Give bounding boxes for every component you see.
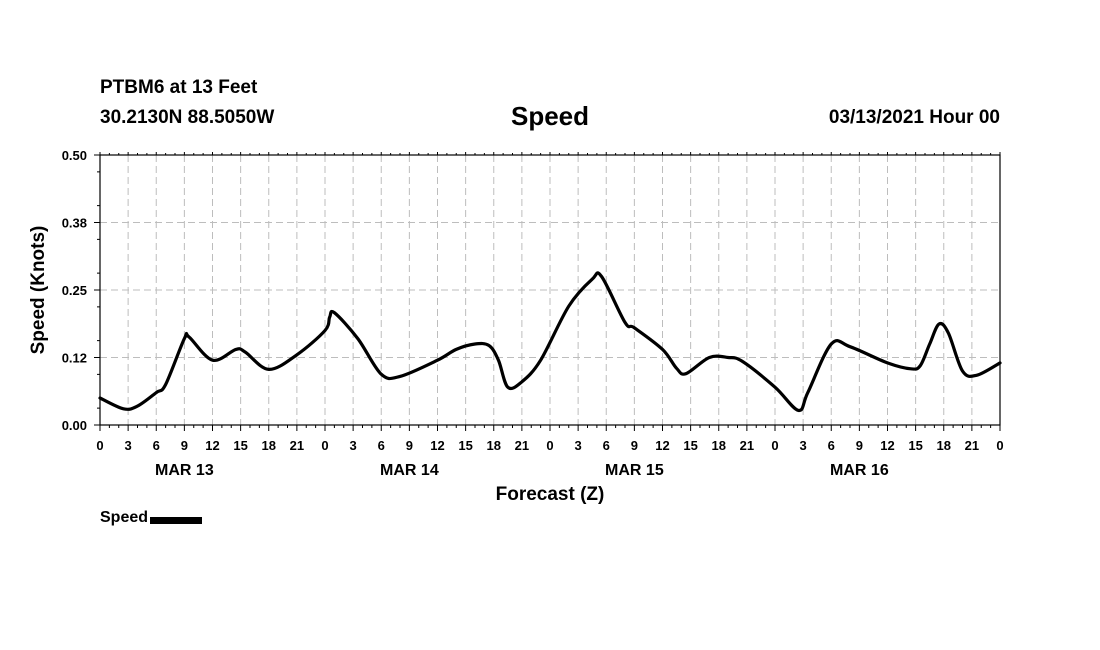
x-tick-label: 3 — [800, 438, 807, 453]
chart-axes — [94, 152, 1001, 431]
x-tick-label: 15 — [458, 438, 472, 453]
x-tick-label: 6 — [603, 438, 610, 453]
x-tick-label: 18 — [262, 438, 276, 453]
day-label: MAR 14 — [380, 462, 439, 479]
x-tick-label: 12 — [430, 438, 444, 453]
station-coordinates: 30.2130N 88.5050W — [100, 107, 275, 128]
x-axis-label: Forecast (Z) — [496, 484, 605, 505]
legend: Speed — [100, 509, 203, 527]
x-tick-label: 18 — [487, 438, 501, 453]
x-tick-label: 21 — [290, 438, 304, 453]
x-tick-label: 9 — [631, 438, 638, 453]
plot-frame — [99, 154, 1001, 426]
x-tick-label: 12 — [880, 438, 894, 453]
y-tick-label: 0.25 — [62, 283, 87, 298]
x-tick-label: 12 — [205, 438, 219, 453]
chart-title: Speed — [510, 101, 590, 131]
station-label: PTBM6 at 13 Feet — [100, 77, 258, 98]
x-tick-label: 3 — [125, 438, 132, 453]
x-tick-label: 9 — [856, 438, 863, 453]
x-tick-label: 9 — [406, 438, 413, 453]
speed-series-line — [98, 271, 1002, 413]
x-tick-label: 6 — [828, 438, 835, 453]
x-tick-label: 21 — [740, 438, 754, 453]
x-tick-label: 0 — [321, 438, 328, 453]
chart-grid — [100, 155, 1000, 425]
x-tick-label: 12 — [655, 438, 669, 453]
x-tick-label: 18 — [937, 438, 951, 453]
x-tick-label: 15 — [908, 438, 922, 453]
chart-series — [98, 271, 1002, 413]
day-label: MAR 15 — [605, 462, 664, 479]
day-label: MAR 16 — [830, 462, 889, 479]
y-tick-label: 0.50 — [62, 148, 87, 163]
chart-labels: 0.00 0.12 0.25 0.38 0.50 0 3 6 9 12 15 18 21 0 3 6 9 12 15… — [28, 148, 1004, 505]
x-tick-label: 15 — [233, 438, 247, 453]
x-tick-label: 0 — [96, 438, 103, 453]
x-tick-label: 6 — [153, 438, 160, 453]
x-tick-label: 0 — [771, 438, 778, 453]
legend-label: Speed — [100, 509, 149, 526]
x-tick-label: 21 — [515, 438, 529, 453]
forecast-timestamp: 03/13/2021 Hour 00 — [828, 107, 1000, 128]
x-tick-label: 0 — [996, 438, 1003, 453]
x-tick-label: 21 — [965, 438, 979, 453]
y-axis-label: Speed (Knots) — [28, 226, 49, 355]
x-tick-label: 3 — [350, 438, 357, 453]
y-tick-label: 0.12 — [62, 351, 87, 366]
x-tick-label: 18 — [712, 438, 726, 453]
legend-swatch — [150, 516, 203, 524]
day-label: MAR 13 — [155, 462, 214, 479]
x-tick-label: 3 — [575, 438, 582, 453]
y-tick-label: 0.00 — [62, 418, 87, 433]
x-tick-label: 0 — [546, 438, 553, 453]
x-tick-label: 6 — [378, 438, 385, 453]
y-tick-label: 0.38 — [62, 216, 87, 231]
x-tick-label: 15 — [683, 438, 697, 453]
x-tick-label: 9 — [181, 438, 188, 453]
